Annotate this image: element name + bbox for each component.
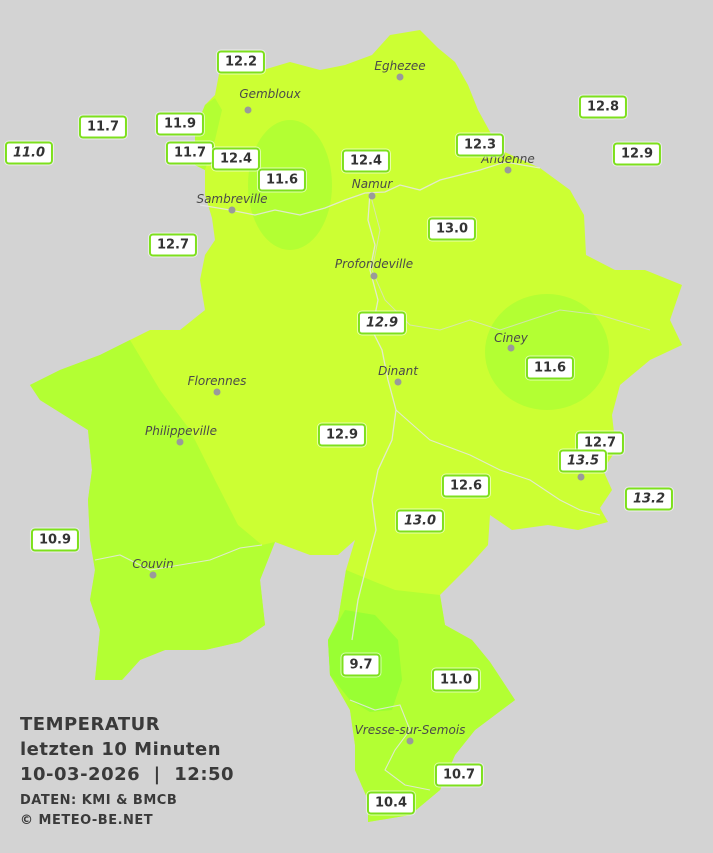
- town-dot: [504, 166, 512, 174]
- legend-title: TEMPERATUR: [20, 714, 161, 735]
- town-label-eghezee: Eghezee: [374, 59, 426, 73]
- station-value: 12.9: [317, 423, 367, 447]
- town-label-florennes: Florennes: [187, 374, 247, 388]
- town-label-sambreville: Sambreville: [196, 192, 268, 206]
- station-value: 12.8: [578, 95, 628, 119]
- town-label-dinant: Dinant: [378, 364, 418, 378]
- town-dot: [176, 438, 184, 446]
- station-value: 10.9: [30, 528, 80, 552]
- river-lesse: [395, 409, 601, 516]
- station-value: 9.7: [341, 653, 381, 677]
- station-value: 13.0: [427, 217, 477, 241]
- station-value: 11.6: [525, 356, 575, 380]
- town-dot: [370, 272, 378, 280]
- station-value: 12.9: [357, 311, 407, 335]
- town-dot: [577, 473, 585, 481]
- station-value: 10.7: [434, 763, 484, 787]
- station-value: 12.4: [211, 147, 261, 171]
- town-label-ciney: Ciney: [494, 331, 528, 345]
- station-value: 12.4: [341, 149, 391, 173]
- map-legend: TEMPERATUR letzten 10 Minuten 10-03-2026…: [20, 712, 234, 831]
- station-value: 11.9: [155, 112, 205, 136]
- legend-period: letzten 10 Minuten: [20, 739, 222, 760]
- station-value: 11.7: [78, 115, 128, 139]
- station-value: 11.6: [257, 168, 307, 192]
- river-semois: [349, 699, 431, 791]
- town-dot: [394, 378, 402, 386]
- station-value: 10.4: [366, 791, 416, 815]
- station-value: 13.5: [558, 449, 608, 473]
- town-dot: [213, 388, 221, 396]
- station-value: 12.3: [455, 133, 505, 157]
- town-dot: [149, 571, 157, 579]
- town-label-namur: Namur: [351, 177, 393, 191]
- legend-source: DATEN: KMI & BMCB: [20, 793, 178, 808]
- cool-blob-ciney: [485, 294, 609, 410]
- town-dot: [507, 344, 515, 352]
- river-sambre-meuse: [199, 161, 541, 216]
- station-value: 13.2: [624, 487, 674, 511]
- town-dot: [244, 106, 252, 114]
- town-dot: [228, 206, 236, 214]
- town-label-vresse-sur-semois: Vresse-sur-Semois: [354, 723, 466, 737]
- town-label-gembloux: Gembloux: [239, 87, 301, 101]
- boundary-line-center: [369, 192, 651, 331]
- station-value: 12.9: [612, 142, 662, 166]
- town-label-profondeville: Profondeville: [334, 257, 414, 271]
- station-value: 12.2: [216, 50, 266, 74]
- station-value: 11.7: [165, 141, 215, 165]
- station-value: 13.0: [395, 509, 445, 533]
- river-meuse-south: [351, 192, 397, 641]
- town-dot: [368, 192, 376, 200]
- town-dot: [396, 73, 404, 81]
- town-label-couvin: Couvin: [132, 557, 174, 571]
- cool-zone-west: [30, 340, 275, 680]
- town-label-philippeville: Philippeville: [145, 424, 217, 438]
- river-eau-noire: [94, 544, 263, 571]
- town-dot: [406, 737, 414, 745]
- station-value: 11.0: [431, 668, 481, 692]
- legend-copyright: © METEO-BE.NET: [20, 813, 154, 828]
- legend-datetime: 10-03-2026 | 12:50: [20, 764, 235, 785]
- station-value: 11.0: [4, 141, 54, 165]
- station-value: 12.7: [148, 233, 198, 257]
- station-value: 12.6: [441, 474, 491, 498]
